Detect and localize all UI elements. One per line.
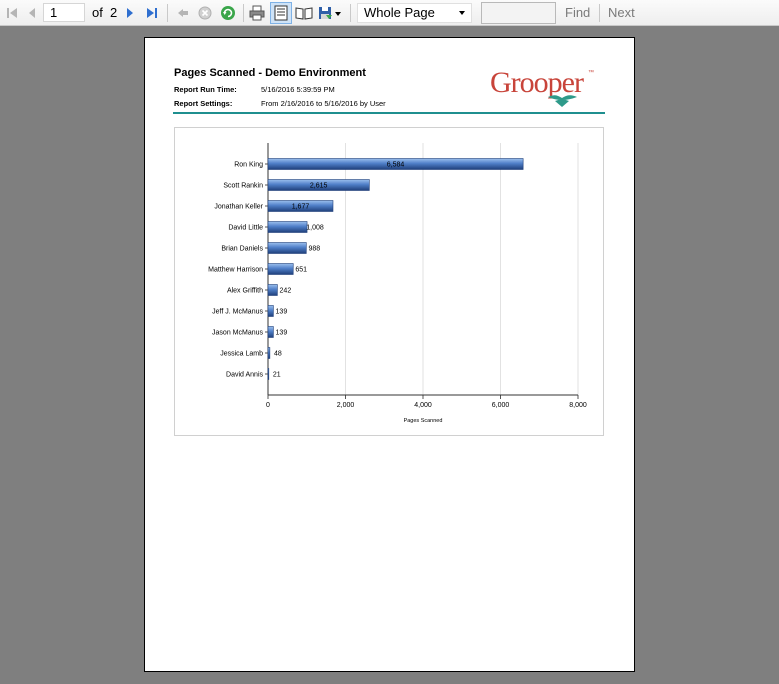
category-label: Jonathan Keller: [214, 204, 263, 211]
data-label: 21: [273, 372, 281, 379]
category-label: Jason McManus: [212, 330, 263, 337]
next-page-icon[interactable]: [122, 0, 138, 26]
grooper-logo: Grooper ™: [490, 68, 600, 108]
data-label: 242: [280, 288, 292, 295]
bar: [267, 305, 274, 317]
data-label: 139: [276, 309, 288, 316]
search-input[interactable]: [481, 2, 556, 24]
logo-leaf-icon: [548, 95, 577, 107]
category-label: David Little: [228, 225, 263, 232]
chart-frame: 0 2,000 4,000 6,000 8,000 Ron King 6,584 Scott …: [174, 127, 604, 436]
bar: [267, 368, 270, 380]
data-label: 988: [308, 246, 320, 253]
category-label: Scott Rankin: [223, 183, 263, 190]
print-icon[interactable]: [247, 0, 267, 26]
category-label: Jessica Lamb: [220, 351, 263, 358]
toolbar-separator: [243, 4, 244, 22]
x-tick-label: 4,000: [414, 402, 432, 409]
bar: [267, 284, 278, 296]
x-tick-label: 2,000: [337, 402, 355, 409]
bar: [267, 179, 370, 191]
report-title: Pages Scanned - Demo Environment: [174, 67, 366, 79]
bar: [267, 158, 524, 170]
data-label: 139: [276, 330, 288, 337]
bar: [267, 326, 274, 338]
settings-label: Report Settings:: [174, 99, 233, 108]
page-count: 2: [110, 5, 118, 20]
next-button[interactable]: Next: [608, 5, 635, 20]
category-label: Brian Daniels: [221, 246, 263, 253]
of-label: of: [92, 5, 103, 20]
toolbar-separator: [167, 4, 168, 22]
previous-page-icon[interactable]: [24, 0, 40, 26]
logo-trademark: ™: [588, 70, 594, 76]
category-label: Alex Griffith: [227, 288, 263, 295]
data-label: 1,008: [306, 225, 324, 232]
export-icon[interactable]: [316, 0, 344, 26]
bar: [267, 263, 294, 275]
data-label: 1,677: [292, 204, 310, 211]
last-page-icon[interactable]: [144, 0, 160, 26]
data-label: 48: [274, 351, 282, 358]
bar-chart: 0 2,000 4,000 6,000 8,000 Ron King 6,584 Scott …: [208, 143, 587, 424]
logo-text: Grooper: [490, 66, 584, 99]
x-tick-label: 8,000: [569, 402, 587, 409]
chevron-down-icon: [459, 11, 465, 15]
settings-value: From 2/16/2016 to 5/16/2016 by User: [261, 99, 386, 108]
toolbar-separator: [350, 4, 351, 22]
refresh-icon[interactable]: [219, 0, 237, 26]
find-button[interactable]: Find: [565, 5, 591, 20]
category-label: Jeff J. McManus: [212, 309, 263, 316]
bar: [267, 221, 308, 233]
bar: [267, 242, 307, 254]
page-number-input[interactable]: 1: [43, 3, 85, 22]
run-time-value: 5/16/2016 5:39:59 PM: [261, 85, 335, 94]
zoom-value: Whole Page: [364, 5, 435, 20]
toolbar-separator: [599, 4, 600, 22]
category-label: Matthew Harrison: [208, 267, 263, 274]
report-toolbar: 1 of 2 Whole Page Find Next: [0, 0, 779, 26]
category-label: Ron King: [234, 162, 263, 169]
report-page: Pages Scanned - Demo Environment Report …: [144, 37, 635, 672]
bar: [267, 347, 271, 359]
back-icon[interactable]: [174, 0, 192, 26]
data-label: 651: [295, 267, 307, 274]
header-rule: [173, 112, 605, 114]
data-label: 2,615: [310, 183, 328, 190]
stop-icon[interactable]: [196, 0, 214, 26]
x-axis-title: Pages Scanned: [404, 418, 443, 424]
page-setup-icon[interactable]: [294, 0, 314, 26]
x-tick-label: 6,000: [492, 402, 510, 409]
bar: [267, 200, 334, 212]
zoom-select[interactable]: Whole Page: [357, 3, 472, 23]
data-label: 6,584: [387, 162, 405, 169]
run-time-label: Report Run Time:: [174, 85, 237, 94]
x-tick-label: 0: [266, 402, 270, 409]
first-page-icon[interactable]: [4, 0, 20, 26]
category-label: David Annis: [226, 372, 263, 379]
print-layout-icon[interactable]: [270, 2, 292, 24]
